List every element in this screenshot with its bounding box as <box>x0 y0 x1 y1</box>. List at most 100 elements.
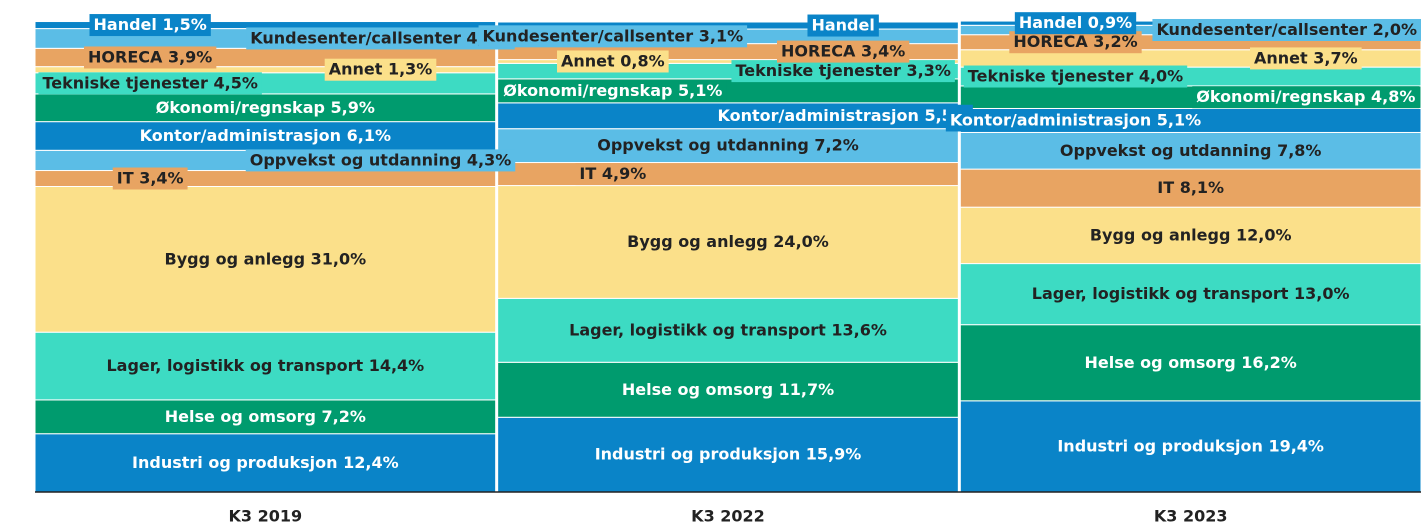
data-label-group: Tekniske tjenester 3,3% <box>731 60 955 83</box>
series-name: Lager, logistikk og transport <box>1032 284 1289 303</box>
label-background <box>575 163 651 186</box>
data-label-group: Kundesenter/callsenter 4,2% <box>246 27 515 50</box>
data-label: Kundesenter/callsenter 3,1% <box>483 26 744 45</box>
label-background <box>499 79 727 102</box>
data-label-group: IT 4,9% <box>575 163 651 186</box>
series-name: Helse og omsorg <box>165 406 316 425</box>
data-label: Økonomi/regnskap 4,8% <box>1196 87 1415 106</box>
series-name: Kundesenter/callsenter <box>483 26 694 45</box>
data-label: HORECA 3,4% <box>781 41 905 60</box>
series-name: Bygg og anlegg <box>165 249 306 268</box>
data-label: Tekniske tjenester 4,5% <box>42 73 257 92</box>
label-background <box>557 50 669 73</box>
x-tick-label: K3 2022 <box>691 507 765 525</box>
bar-segment <box>34 399 497 435</box>
data-label: Kundesenter/callsenter 2,0% <box>1156 19 1417 38</box>
value-label: 4,9% <box>602 164 646 183</box>
series-name: Bygg og anlegg <box>627 231 768 250</box>
data-label: Økonomi/regnskap 5,9% <box>156 97 375 116</box>
data-label: Annet 3,7% <box>1254 48 1358 67</box>
data-label-group: HORECA 3,2% <box>1009 31 1142 54</box>
value-label: 7,2% <box>814 135 858 154</box>
x-tick-label: K3 2019 <box>229 507 303 525</box>
series-name: Helse og omsorg <box>1085 352 1236 371</box>
label-background <box>84 46 217 69</box>
label-background <box>945 109 1206 132</box>
data-label: Industri og produksjon 15,9% <box>595 444 862 463</box>
series-name: Handel <box>94 15 157 34</box>
value-label: 15,9% <box>806 444 862 463</box>
value-label: 11,7% <box>779 379 835 398</box>
series-name: IT <box>117 168 134 187</box>
data-label-group: Kundesenter/callsenter 3,1% <box>478 25 748 48</box>
bar-segment <box>34 170 497 188</box>
value-label: 8,1% <box>1180 178 1224 197</box>
data-label-group: Bygg og anlegg 12,0% <box>1090 225 1292 244</box>
value-label: 13,6% <box>831 320 887 339</box>
value-label: 5,1% <box>1157 110 1201 129</box>
series-name: Helse og omsorg <box>622 379 773 398</box>
data-label-group: Kontor/administrasjon 6,1% <box>140 125 391 144</box>
series-name: Annet <box>561 51 615 70</box>
data-label-group: Helse og omsorg 11,7% <box>622 379 834 398</box>
series-name: Tekniske tjenester <box>968 66 1134 85</box>
value-label: 4,0% <box>1139 66 1183 85</box>
data-label: Økonomi/regnskap 5,1% <box>503 80 722 99</box>
value-label: 6,1% <box>347 125 391 144</box>
data-label: Kontor/administrasjon 5,1% <box>950 110 1201 129</box>
label-background <box>112 167 188 190</box>
value-label: 4,8% <box>1371 87 1415 106</box>
bar-segment <box>959 400 1421 493</box>
data-label-group: Annet 1,3% <box>324 58 437 81</box>
data-label: Bygg og anlegg 31,0% <box>165 249 367 268</box>
label-background <box>38 72 262 95</box>
series-name: Annet <box>1254 48 1308 67</box>
label-background <box>963 65 1188 88</box>
bar-segment <box>34 433 497 493</box>
label-background <box>1009 31 1142 54</box>
data-label-group: Tekniske tjenester 4,5% <box>38 72 262 95</box>
series-name: Industri og produksjon <box>132 452 338 471</box>
value-label: 3,9% <box>168 47 212 66</box>
value-label: 5,1% <box>678 80 722 99</box>
data-label: Tekniske tjenester 3,3% <box>735 61 950 80</box>
data-label-group: Bygg og anlegg 24,0% <box>627 231 829 250</box>
label-background <box>713 104 973 127</box>
series-name: Kontor/administrasjon <box>140 125 341 144</box>
bar-segment <box>497 416 959 493</box>
label-background <box>731 60 955 83</box>
data-label-group: Kontor/administrasjon 5,5% <box>713 104 973 127</box>
series-name: Kundesenter/callsenter <box>1156 19 1367 38</box>
bar-segment <box>959 206 1421 265</box>
value-label: 1,3% <box>388 59 432 78</box>
series-name: IT <box>1157 178 1174 197</box>
series-name: HORECA <box>781 41 856 60</box>
label-background <box>89 14 211 37</box>
value-label: 2,0% <box>1373 19 1417 38</box>
series-name: Kontor/administrasjon <box>950 110 1151 129</box>
data-label: Lager, logistikk og transport 14,4% <box>106 356 424 375</box>
x-tick-label: K3 2023 <box>1154 507 1228 525</box>
series-name: Oppvekst og utdanning <box>250 150 462 169</box>
bar-segment <box>34 93 497 123</box>
series-name: Økonomi/regnskap <box>156 97 325 116</box>
data-label: Lager, logistikk og transport 13,6% <box>569 320 887 339</box>
series-name: Tekniske tjenester <box>735 61 901 80</box>
data-label-group: Kundesenter/callsenter 2,0% <box>1152 18 1421 41</box>
bar-segment <box>959 168 1421 208</box>
value-label: 3,4% <box>861 41 905 60</box>
data-label: Lager, logistikk og transport 13,0% <box>1032 284 1350 303</box>
data-label-group: Økonomi/regnskap 5,1% <box>499 79 727 102</box>
value-label: 31,0% <box>311 249 367 268</box>
data-label: Kundesenter/callsenter 4,2% <box>250 28 511 47</box>
data-label-group: HORECA 3,9% <box>84 46 217 69</box>
data-label-group: Bygg og anlegg 31,0% <box>165 249 367 268</box>
label-background <box>1250 47 1362 70</box>
bar-segment <box>34 186 497 333</box>
data-label: IT 4,9% <box>579 164 646 183</box>
data-label: Helse og omsorg 11,7% <box>622 379 834 398</box>
value-label: 3,3% <box>906 61 950 80</box>
value-label: 12,0% <box>1236 225 1292 244</box>
bar-segment <box>497 128 959 164</box>
